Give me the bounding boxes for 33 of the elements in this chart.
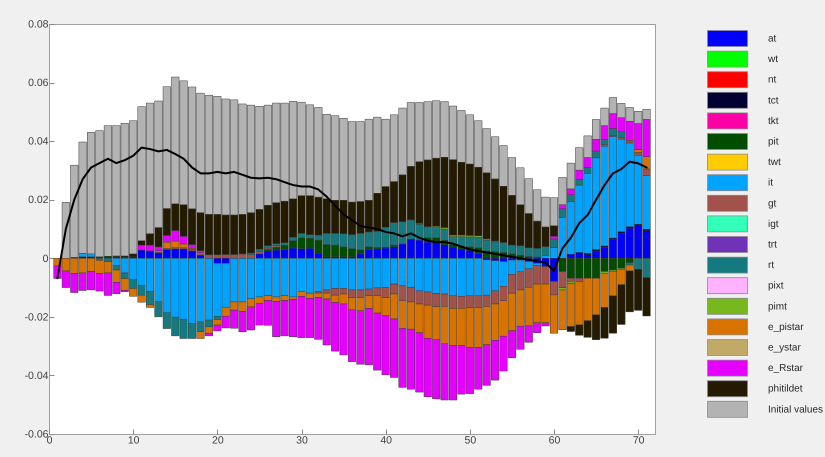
x-tick-label: 30	[296, 434, 308, 446]
legend-label: tkt	[768, 116, 779, 127]
legend-label: gt	[768, 198, 777, 210]
y-tick-label: 0	[42, 252, 49, 265]
legend-label: pimt	[768, 301, 788, 312]
legend-label: rt	[768, 260, 774, 272]
legend-label: twt	[768, 157, 781, 168]
legend-label: it	[768, 178, 774, 189]
legend-label: trt	[768, 240, 778, 250]
legend-label: nt	[768, 74, 777, 86]
legend-label: Initial values	[768, 404, 824, 416]
legend-label: wt	[767, 54, 778, 66]
legend-label: pit	[768, 136, 779, 148]
legend-label: e_pistar	[768, 322, 804, 333]
y-tick-label: -0.02	[24, 311, 49, 324]
x-tick-label: 20	[212, 434, 224, 446]
x-tick-label: 70	[632, 434, 645, 446]
legend-label: igt	[768, 218, 779, 230]
x-tick-label: 50	[464, 434, 476, 446]
y-tick-label: 0.02	[28, 194, 49, 206]
legend-label: pixt	[768, 280, 784, 292]
y-tick-label: 0.08	[28, 18, 49, 30]
legend-label: tct	[768, 95, 779, 106]
x-tick-label: 10	[128, 434, 140, 446]
y-tick-label: 0.06	[28, 77, 49, 90]
legend-label: e_Rstar	[768, 363, 804, 374]
legend-label: e_ystar	[768, 342, 802, 354]
legend-label: phitildet	[768, 384, 803, 395]
y-tick-label: 0.04	[28, 136, 49, 148]
y-tick-label: -0.04	[24, 370, 49, 382]
x-tick-label: 40	[380, 434, 392, 446]
legend-label: at	[768, 34, 777, 44]
x-tick-label: 60	[548, 434, 560, 446]
